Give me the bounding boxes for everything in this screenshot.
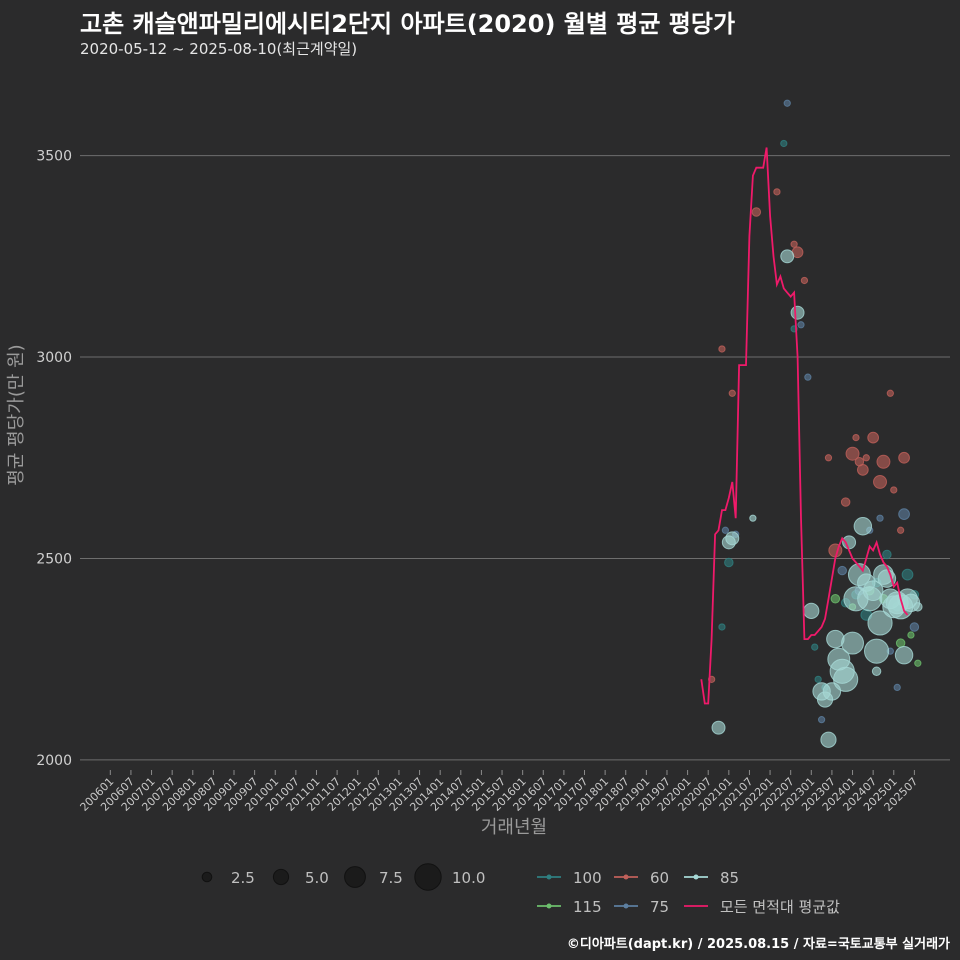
scatter-point-115	[830, 594, 841, 604]
scatter-point-85	[894, 645, 914, 665]
scatter-point-75	[817, 716, 826, 724]
scatter-point-75	[909, 622, 920, 632]
average-line	[700, 147, 909, 705]
scatter-point-60	[856, 463, 869, 476]
scatter-point-100	[811, 643, 819, 651]
scatter-point-60	[840, 497, 851, 507]
scatter-point-60	[890, 486, 898, 494]
scatter-point-60	[728, 389, 736, 397]
scatter-point-75	[837, 565, 847, 576]
size-legend-circle	[272, 868, 290, 886]
scatter-point-100	[814, 675, 822, 683]
legend-dot	[623, 874, 629, 880]
scatter-point-60	[852, 433, 860, 442]
legend-label: 100	[573, 869, 602, 887]
scatter-point-115	[907, 631, 915, 639]
size-legend-label: 10.0	[452, 869, 485, 887]
scatter-point-60	[790, 240, 798, 248]
scatter-point-85	[862, 580, 884, 602]
scatter-point-75	[783, 99, 791, 107]
scatter-point-85	[790, 305, 805, 320]
scatter-point-75	[804, 373, 812, 381]
legend: 2.5 5.0 7.5 10.0 100 60 85 115 75 모든 면적대 평균값	[201, 863, 840, 916]
scatter-point-60	[718, 345, 726, 353]
y-tick-label: 3000	[36, 350, 72, 366]
scatter-point-85	[853, 517, 873, 536]
legend-dot	[693, 874, 699, 880]
y-tick-label: 3500	[36, 149, 72, 165]
scatter-point-100	[724, 557, 734, 568]
x-axis-ticks: 2006012006072007012007072008012008072009…	[78, 770, 921, 814]
scatter-point-60	[800, 276, 809, 285]
scatter-point-85	[749, 514, 757, 522]
scatter-point-85	[913, 602, 923, 612]
scatter-point-100	[780, 139, 788, 148]
size-legend-label: 5.0	[305, 869, 329, 887]
chart-title: 고촌 캐슬앤파밀리에시티2단지 아파트(2020) 월별 평균 평당가	[80, 10, 736, 38]
scatter-point-60	[886, 389, 894, 397]
scatter-point-85	[867, 610, 893, 636]
scatter-point-85	[725, 531, 740, 546]
scatter-point-85	[711, 720, 726, 735]
y-tick-label: 2000	[36, 753, 72, 769]
scatter-point-85	[833, 666, 859, 692]
scatter-point-60	[845, 446, 860, 461]
legend-dot	[546, 903, 552, 909]
size-legend-circle	[344, 866, 366, 888]
scatter-point-100	[901, 568, 914, 581]
scatter-point-100	[882, 549, 892, 560]
scatter-point-85	[864, 638, 890, 664]
scatter-point-85	[820, 731, 837, 748]
scatter-point-100	[718, 623, 726, 631]
scatter-point-60	[876, 454, 891, 469]
legend-label: 60	[650, 869, 669, 887]
scatter-point-60	[897, 526, 905, 534]
scatter-point-85	[780, 249, 795, 264]
scatter-point-75	[898, 508, 910, 521]
scatter-point-115	[914, 659, 922, 667]
legend-label: 115	[573, 898, 602, 916]
size-legend-label: 7.5	[379, 869, 403, 887]
y-axis-title: 평균 평당가(만 원)	[6, 344, 27, 485]
legend-dot	[546, 874, 552, 880]
scatter-point-85	[803, 602, 820, 619]
scatter-point-60	[867, 431, 880, 444]
scatter-point-60	[773, 188, 781, 196]
scatter-point-60	[751, 207, 762, 217]
y-tick-label: 2500	[36, 551, 72, 567]
size-legend-circle	[201, 871, 213, 883]
scatter-point-60	[862, 454, 870, 462]
scatter-point-60	[873, 474, 888, 489]
legend-label: 85	[720, 869, 739, 887]
scatter-point-75	[893, 683, 901, 692]
scatter-point-75	[721, 526, 730, 534]
scatter-point-75	[797, 321, 805, 329]
chart-subtitle: 2020-05-12 ~ 2025-08-10(최근계약일)	[80, 40, 358, 58]
size-legend-label: 2.5	[231, 869, 255, 887]
legend-label: 75	[650, 898, 669, 916]
source-caption: ©디아파트(dapt.kr) / 2025.08.15 / 자료=국토교통부 실…	[566, 937, 950, 952]
y-axis-ticks: 2000 2500 3000 3500	[36, 149, 72, 769]
scatter-point-75	[876, 514, 884, 522]
size-legend-circle	[414, 863, 442, 891]
scatter-point-85	[877, 569, 897, 588]
scatter-point-60	[824, 454, 833, 462]
gridlines	[80, 155, 950, 761]
legend-dot	[623, 903, 629, 909]
scatter-point-85	[841, 631, 864, 655]
legend-label: 모든 면적대 평균값	[720, 898, 840, 916]
x-axis-title: 거래년월	[481, 817, 547, 838]
scatter-points	[708, 99, 923, 748]
scatter-point-85	[871, 666, 882, 677]
average-line-group	[700, 147, 909, 705]
scatter-point-60	[898, 451, 910, 464]
